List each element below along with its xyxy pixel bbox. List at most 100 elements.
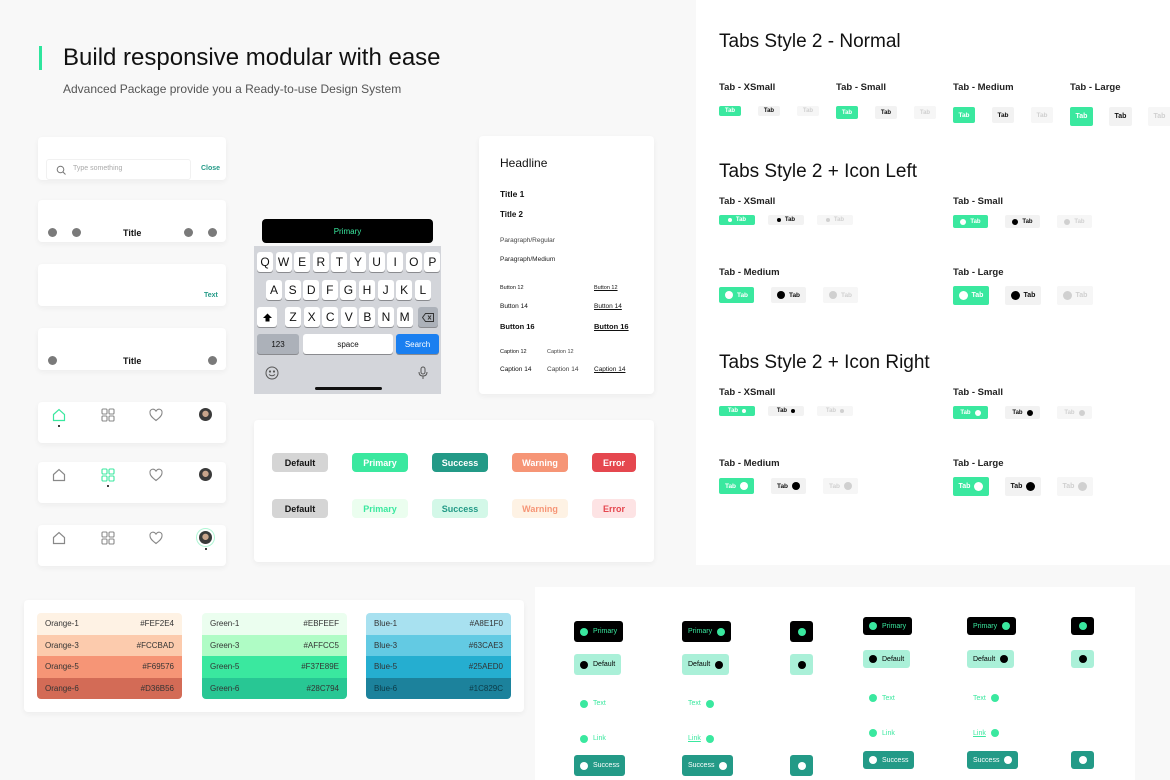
key-y[interactable]: Y [350,252,366,272]
primary-button[interactable]: Primary [262,219,433,243]
key-j[interactable]: J [377,280,394,300]
grid-icon[interactable] [101,408,115,427]
microphone-icon[interactable] [418,366,428,385]
right-icon[interactable] [208,356,217,365]
tab-active[interactable]: Tab [953,286,989,305]
shift-key[interactable] [257,307,277,327]
tab-active[interactable]: Tab [836,106,858,119]
tab-default[interactable]: Tab [1005,215,1040,228]
grid-icon[interactable] [101,531,115,550]
left-icon[interactable] [48,356,57,365]
success-icon-button[interactable]: Success [574,755,626,776]
backspace-key[interactable] [418,307,438,327]
tab-active[interactable]: Tab [953,406,988,419]
key-i[interactable]: I [387,252,404,272]
key-c[interactable]: C [322,307,339,327]
success-button-soft[interactable]: Success [432,499,488,518]
default-button[interactable]: Default [272,453,328,472]
primary-icon-button[interactable]: Primary [967,617,1017,635]
link-icon-button[interactable]: Link [682,728,720,749]
success-icon-button[interactable]: Success [682,755,734,776]
tab-active[interactable]: Tab [1070,107,1093,126]
key-g[interactable]: G [340,280,357,300]
text-icon-button[interactable]: Text [682,693,720,714]
key-n[interactable]: N [378,307,394,327]
warning-button-soft[interactable]: Warning [512,499,568,518]
success-icon-button[interactable] [1071,751,1094,769]
link-icon-button[interactable]: Link [863,724,901,742]
key-m[interactable]: M [396,307,413,327]
default-icon-button[interactable]: Default [574,654,622,675]
tab-active[interactable]: Tab [953,477,989,496]
heart-icon[interactable] [149,468,163,487]
key-p[interactable]: P [424,252,441,272]
success-icon-button[interactable]: Success [967,751,1019,769]
success-button[interactable]: Success [432,453,488,472]
primary-icon-button[interactable] [790,621,813,642]
default-icon-button[interactable] [1071,650,1094,668]
success-icon-button[interactable]: Success [863,751,915,769]
tab-default[interactable]: Tab [1005,286,1041,305]
avatar[interactable] [199,408,212,421]
key-h[interactable]: H [359,280,375,300]
tab-active[interactable]: Tab [719,406,755,416]
tab-default[interactable]: Tab [875,106,897,119]
key-s[interactable]: S [284,280,301,300]
primary-icon-button[interactable]: Primary [682,621,732,642]
heart-icon[interactable] [149,531,163,550]
tab-active[interactable]: Tab [719,287,754,303]
key-e[interactable]: E [294,252,311,272]
key-x[interactable]: X [303,307,320,327]
key-b[interactable]: B [359,307,376,327]
error-button[interactable]: Error [592,453,636,472]
left-icon-2[interactable] [72,228,81,237]
text-button[interactable]: Text [204,292,218,299]
default-icon-button[interactable]: Default [863,650,911,668]
tab-default[interactable]: Tab [1005,406,1040,419]
tab-active[interactable]: Tab [719,478,754,494]
default-icon-button[interactable] [790,654,813,675]
primary-icon-button[interactable] [1071,617,1094,635]
primary-button[interactable]: Primary [352,453,408,472]
tab-default[interactable]: Tab [758,106,780,116]
tab-default[interactable]: Tab [1005,477,1041,496]
home-icon[interactable] [52,468,66,487]
default-icon-button[interactable]: Default [967,650,1015,668]
primary-icon-button[interactable]: Primary [574,621,624,642]
numbers-key[interactable]: 123 [257,334,299,354]
default-icon-button[interactable]: Default [682,654,730,675]
key-u[interactable]: U [368,252,385,272]
text-icon-button[interactable]: Text [967,689,1005,707]
tab-default[interactable]: Tab [771,478,806,494]
key-k[interactable]: K [396,280,413,300]
tab-active[interactable]: Tab [719,106,741,116]
key-z[interactable]: Z [285,307,301,327]
tab-default[interactable]: Tab [771,287,806,303]
key-v[interactable]: V [340,307,357,327]
search-input[interactable]: Type something [46,159,191,180]
tab-active[interactable]: Tab [953,107,975,123]
key-f[interactable]: F [321,280,338,300]
warning-button[interactable]: Warning [512,453,568,472]
close-button[interactable]: Close [201,165,221,172]
emoji-icon[interactable] [265,366,279,385]
text-icon-button[interactable]: Text [863,689,901,707]
grid-icon[interactable] [101,468,115,487]
link-icon-button[interactable]: Link [574,728,612,749]
avatar[interactable] [199,531,212,544]
key-q[interactable]: Q [257,252,273,272]
success-icon-button[interactable] [790,755,813,776]
link-icon-button[interactable]: Link [967,724,1005,742]
key-w[interactable]: W [275,252,292,272]
home-icon[interactable] [52,531,66,550]
error-button-soft[interactable]: Error [592,499,636,518]
space-key[interactable]: space [303,334,393,354]
avatar[interactable] [199,468,212,481]
key-t[interactable]: T [331,252,348,272]
heart-icon[interactable] [149,408,163,427]
key-d[interactable]: D [303,280,320,300]
key-l[interactable]: L [414,280,431,300]
tab-active[interactable]: Tab [953,215,988,228]
right-icon-2[interactable] [208,228,217,237]
key-a[interactable]: A [266,280,282,300]
